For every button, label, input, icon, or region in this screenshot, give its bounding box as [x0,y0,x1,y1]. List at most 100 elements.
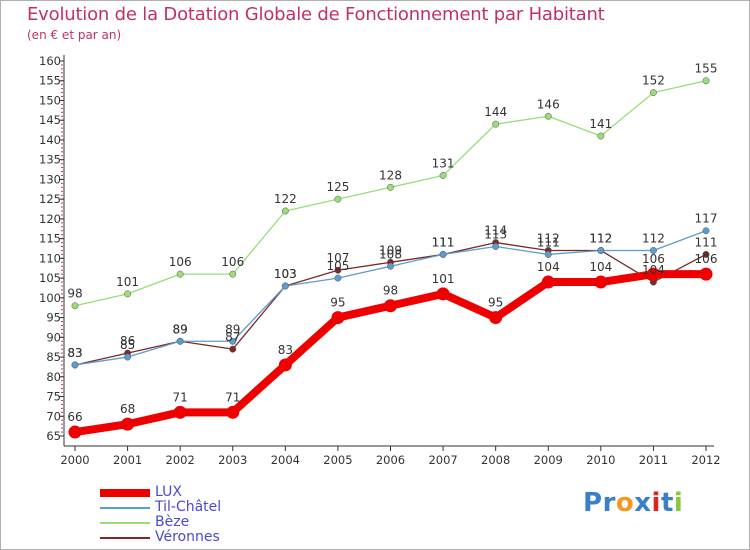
data-point-beze [176,270,184,278]
data-label-beze: 144 [484,105,507,119]
x-tick-label: 2000 [60,453,89,467]
data-label-lux: 101 [432,272,455,286]
series-til-chatel [71,227,710,369]
data-label-veronnes: 107 [326,251,349,265]
data-point-lux [68,425,82,439]
data-label-til-chatel: 105 [326,259,349,273]
y-tick-label: 80 [46,370,61,384]
data-label-veronnes: 87 [225,330,240,344]
logo-letter: t [660,488,674,518]
y-tick-label: 150 [39,93,61,107]
logo-letter: o [615,488,635,518]
data-point-til-chatel [71,361,79,369]
data-label-beze: 155 [695,62,718,76]
data-point-lux [541,275,555,289]
series-lux [68,267,713,439]
data-labels-layer: 98 101 106 106 122 125 128 131 144 146 141 152 155 83… [67,62,717,424]
x-tick-label: 2001 [113,453,142,467]
data-point-lux [699,267,713,281]
y-tick-label: 115 [39,232,61,246]
data-label-veronnes: 89 [173,322,188,336]
data-point-lux [331,311,345,325]
chart-axes: 65 70 75 80 85 90 95 100 105 110 115 120 125 130 135 14… [39,54,721,467]
logo-letter: r [602,488,616,518]
data-point-til-chatel [544,250,552,258]
y-tick-label: 95 [46,311,61,325]
data-point-beze [597,132,605,140]
y-tick-label: 125 [39,192,61,206]
x-tick-label: 2002 [166,453,195,467]
x-tick-label: 2003 [218,453,247,467]
data-point-veronnes [229,345,237,353]
data-label-veronnes: 109 [379,243,402,257]
data-point-til-chatel [649,247,657,254]
data-label-lux: 106 [642,252,665,266]
x-tick-label: 2006 [376,453,405,467]
y-tick-label: 145 [39,113,61,127]
y-tick-label: 110 [39,251,61,265]
data-label-lux: 71 [173,390,188,404]
data-label-veronnes: 111 [695,235,718,249]
data-label-til-chatel: 85 [120,338,135,352]
data-point-til-chatel [492,243,500,250]
data-label-til-chatel: 103 [274,267,297,281]
data-label-lux: 95 [488,296,503,310]
data-label-lux: 106 [695,252,718,266]
logo-letter: i [651,488,661,518]
data-label-lux: 68 [120,402,135,416]
y-tick-label: 105 [39,271,61,285]
data-label-til-chatel: 111 [537,235,560,249]
y-tick-label: 160 [39,54,61,68]
data-point-til-chatel [176,337,184,345]
data-point-beze [334,195,342,203]
data-label-til-chatel: 112 [642,231,665,245]
data-label-beze: 106 [169,255,192,269]
legend-item-beze: Bèze [100,515,300,530]
legend: LUX Til-Châtel Bèze Véronnes [100,485,300,545]
data-point-lux [121,417,135,431]
proxiti-logo: Proxiti [583,488,683,518]
logo-letter: i [673,488,684,518]
data-point-beze [229,270,237,278]
data-point-til-chatel [229,337,237,345]
data-label-beze: 141 [589,117,612,131]
data-label-beze: 128 [379,168,402,182]
x-tick-label: 2008 [481,453,510,467]
data-label-til-chatel: 89 [225,322,240,336]
legend-label-beze: Bèze [155,514,190,530]
data-point-lux [384,299,397,313]
data-label-veronnes: 111 [432,235,455,249]
data-point-til-chatel [702,227,710,235]
x-tick-label: 2011 [639,453,668,467]
data-point-beze [649,89,657,97]
data-point-lux [489,311,503,325]
y-tick-label: 155 [39,74,61,88]
data-label-veronnes: 86 [120,334,135,348]
data-point-til-chatel [281,282,289,290]
logo-letter: P [583,488,603,518]
data-label-veronnes: 83 [67,346,82,360]
data-point-til-chatel [387,262,394,270]
series-line-lux [71,270,710,437]
x-tick-label: 2009 [534,453,563,467]
y-tick-label: 75 [46,390,61,404]
legend-swatch-beze [100,522,150,524]
y-tick-label: 120 [39,212,61,226]
data-label-til-chatel: 111 [432,235,455,249]
y-tick-label: 90 [46,330,61,344]
data-point-beze [387,183,394,191]
data-label-lux: 104 [589,260,612,274]
data-label-beze: 146 [537,97,560,111]
data-label-veronnes: 103 [274,267,297,281]
data-point-til-chatel [597,247,605,254]
data-label-til-chatel: 112 [589,231,612,245]
y-tick-label: 135 [39,153,61,167]
series-layer [68,77,713,439]
legend-label-veronnes: Véronnes [155,529,220,545]
legend-item-til-chatel: Til-Châtel [100,500,300,515]
data-label-lux: 104 [537,260,560,274]
data-point-lux [646,267,660,281]
data-point-lux [226,405,240,419]
data-point-beze [281,207,289,215]
